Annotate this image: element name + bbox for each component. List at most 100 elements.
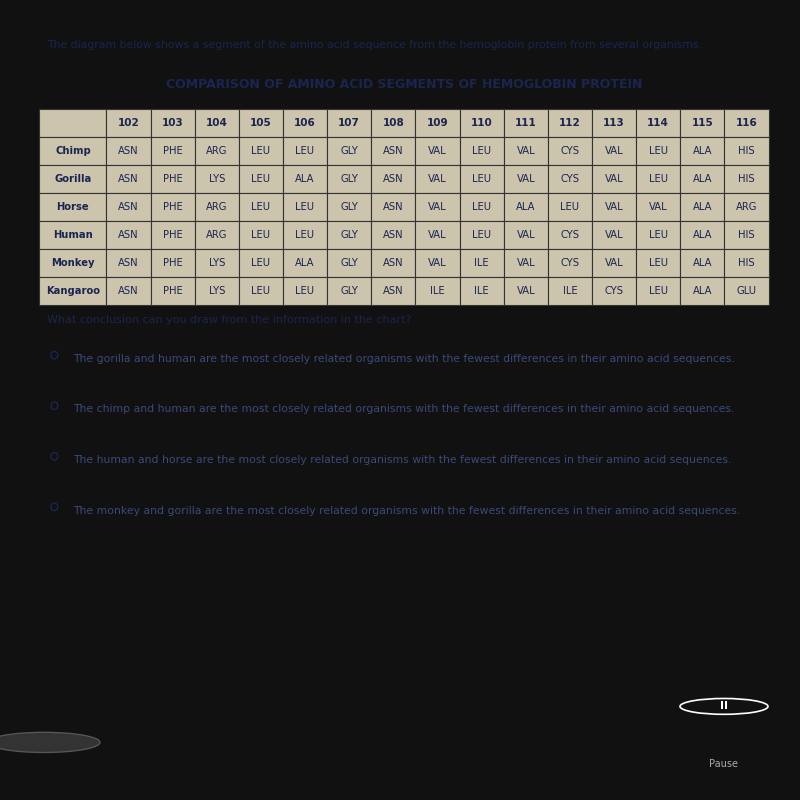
- Text: 112: 112: [559, 118, 581, 128]
- Text: VAL: VAL: [428, 258, 446, 268]
- Text: VAL: VAL: [428, 146, 446, 156]
- Bar: [150, 194, 194, 222]
- Bar: [150, 250, 194, 278]
- Bar: [680, 138, 725, 166]
- Text: ALA: ALA: [693, 202, 712, 212]
- Text: GLU: GLU: [737, 286, 757, 296]
- Text: LYS: LYS: [209, 286, 225, 296]
- Bar: [371, 250, 415, 278]
- Bar: [725, 110, 769, 138]
- Text: 106: 106: [294, 118, 316, 128]
- Bar: [636, 110, 680, 138]
- Bar: [680, 278, 725, 306]
- Bar: [194, 194, 239, 222]
- Bar: [592, 222, 636, 250]
- Text: GLY: GLY: [340, 286, 358, 296]
- Bar: [415, 166, 459, 194]
- Text: 108: 108: [382, 118, 404, 128]
- Text: PHE: PHE: [162, 286, 182, 296]
- Bar: [239, 194, 283, 222]
- Bar: [239, 166, 283, 194]
- Text: LEU: LEU: [251, 174, 270, 184]
- Bar: [636, 222, 680, 250]
- Bar: [106, 166, 150, 194]
- Text: ILE: ILE: [474, 258, 489, 268]
- Text: 103: 103: [162, 118, 183, 128]
- Text: VAL: VAL: [605, 258, 623, 268]
- Text: PHE: PHE: [162, 230, 182, 240]
- Bar: [371, 110, 415, 138]
- Text: LEU: LEU: [472, 146, 491, 156]
- Text: The gorilla and human are the most closely related organisms with the fewest dif: The gorilla and human are the most close…: [73, 354, 734, 364]
- Text: The chimp and human are the most closely related organisms with the fewest diffe: The chimp and human are the most closely…: [73, 405, 734, 414]
- Bar: [194, 250, 239, 278]
- Text: 111: 111: [515, 118, 537, 128]
- Bar: [39, 166, 106, 194]
- Bar: [680, 194, 725, 222]
- Bar: [592, 138, 636, 166]
- Bar: [415, 278, 459, 306]
- Bar: [459, 278, 504, 306]
- Bar: [636, 194, 680, 222]
- Bar: [415, 222, 459, 250]
- Text: PHE: PHE: [162, 258, 182, 268]
- Text: VAL: VAL: [517, 146, 535, 156]
- Text: CYS: CYS: [561, 146, 579, 156]
- Text: LEU: LEU: [472, 202, 491, 212]
- Text: GLY: GLY: [340, 258, 358, 268]
- Bar: [39, 250, 106, 278]
- Text: ARG: ARG: [206, 202, 227, 212]
- Bar: [592, 110, 636, 138]
- Text: LEU: LEU: [649, 174, 668, 184]
- Text: CYS: CYS: [561, 174, 579, 184]
- Bar: [725, 250, 769, 278]
- Bar: [194, 110, 239, 138]
- Bar: [150, 138, 194, 166]
- Text: LEU: LEU: [251, 286, 270, 296]
- Bar: [106, 110, 150, 138]
- Bar: [504, 110, 548, 138]
- Text: LEU: LEU: [295, 202, 314, 212]
- Text: LEU: LEU: [649, 258, 668, 268]
- Text: Monkey: Monkey: [51, 258, 94, 268]
- Text: VAL: VAL: [428, 230, 446, 240]
- Text: The human and horse are the most closely related organisms with the fewest diffe: The human and horse are the most closely…: [73, 455, 731, 465]
- Bar: [327, 166, 371, 194]
- Bar: [283, 110, 327, 138]
- Bar: [548, 194, 592, 222]
- Text: COMPARISON OF AMINO ACID SEGMENTS OF HEMOGLOBIN PROTEIN: COMPARISON OF AMINO ACID SEGMENTS OF HEM…: [166, 78, 642, 90]
- Text: 107: 107: [338, 118, 360, 128]
- Text: The monkey and gorilla are the most closely related organisms with the fewest di: The monkey and gorilla are the most clos…: [73, 506, 740, 515]
- Text: LEU: LEU: [560, 202, 579, 212]
- Text: VAL: VAL: [649, 202, 667, 212]
- Bar: [548, 250, 592, 278]
- Text: CYS: CYS: [561, 258, 579, 268]
- Bar: [459, 194, 504, 222]
- Text: ILE: ILE: [474, 286, 489, 296]
- Text: CYS: CYS: [605, 286, 623, 296]
- Bar: [548, 138, 592, 166]
- Text: LEU: LEU: [251, 258, 270, 268]
- Text: VAL: VAL: [517, 230, 535, 240]
- Text: 115: 115: [691, 118, 714, 128]
- Text: ASN: ASN: [383, 286, 404, 296]
- Bar: [371, 278, 415, 306]
- Text: 110: 110: [470, 118, 493, 128]
- Bar: [39, 222, 106, 250]
- Bar: [371, 166, 415, 194]
- Bar: [548, 166, 592, 194]
- Bar: [548, 278, 592, 306]
- Text: 102: 102: [118, 118, 139, 128]
- Text: LEU: LEU: [649, 230, 668, 240]
- Text: LEU: LEU: [472, 230, 491, 240]
- Bar: [327, 222, 371, 250]
- Text: GLY: GLY: [340, 146, 358, 156]
- Bar: [150, 166, 194, 194]
- Text: CYS: CYS: [561, 230, 579, 240]
- Text: LEU: LEU: [295, 230, 314, 240]
- Text: VAL: VAL: [605, 146, 623, 156]
- Text: ASN: ASN: [383, 202, 404, 212]
- Bar: [39, 110, 106, 138]
- Text: VAL: VAL: [517, 174, 535, 184]
- Bar: [725, 278, 769, 306]
